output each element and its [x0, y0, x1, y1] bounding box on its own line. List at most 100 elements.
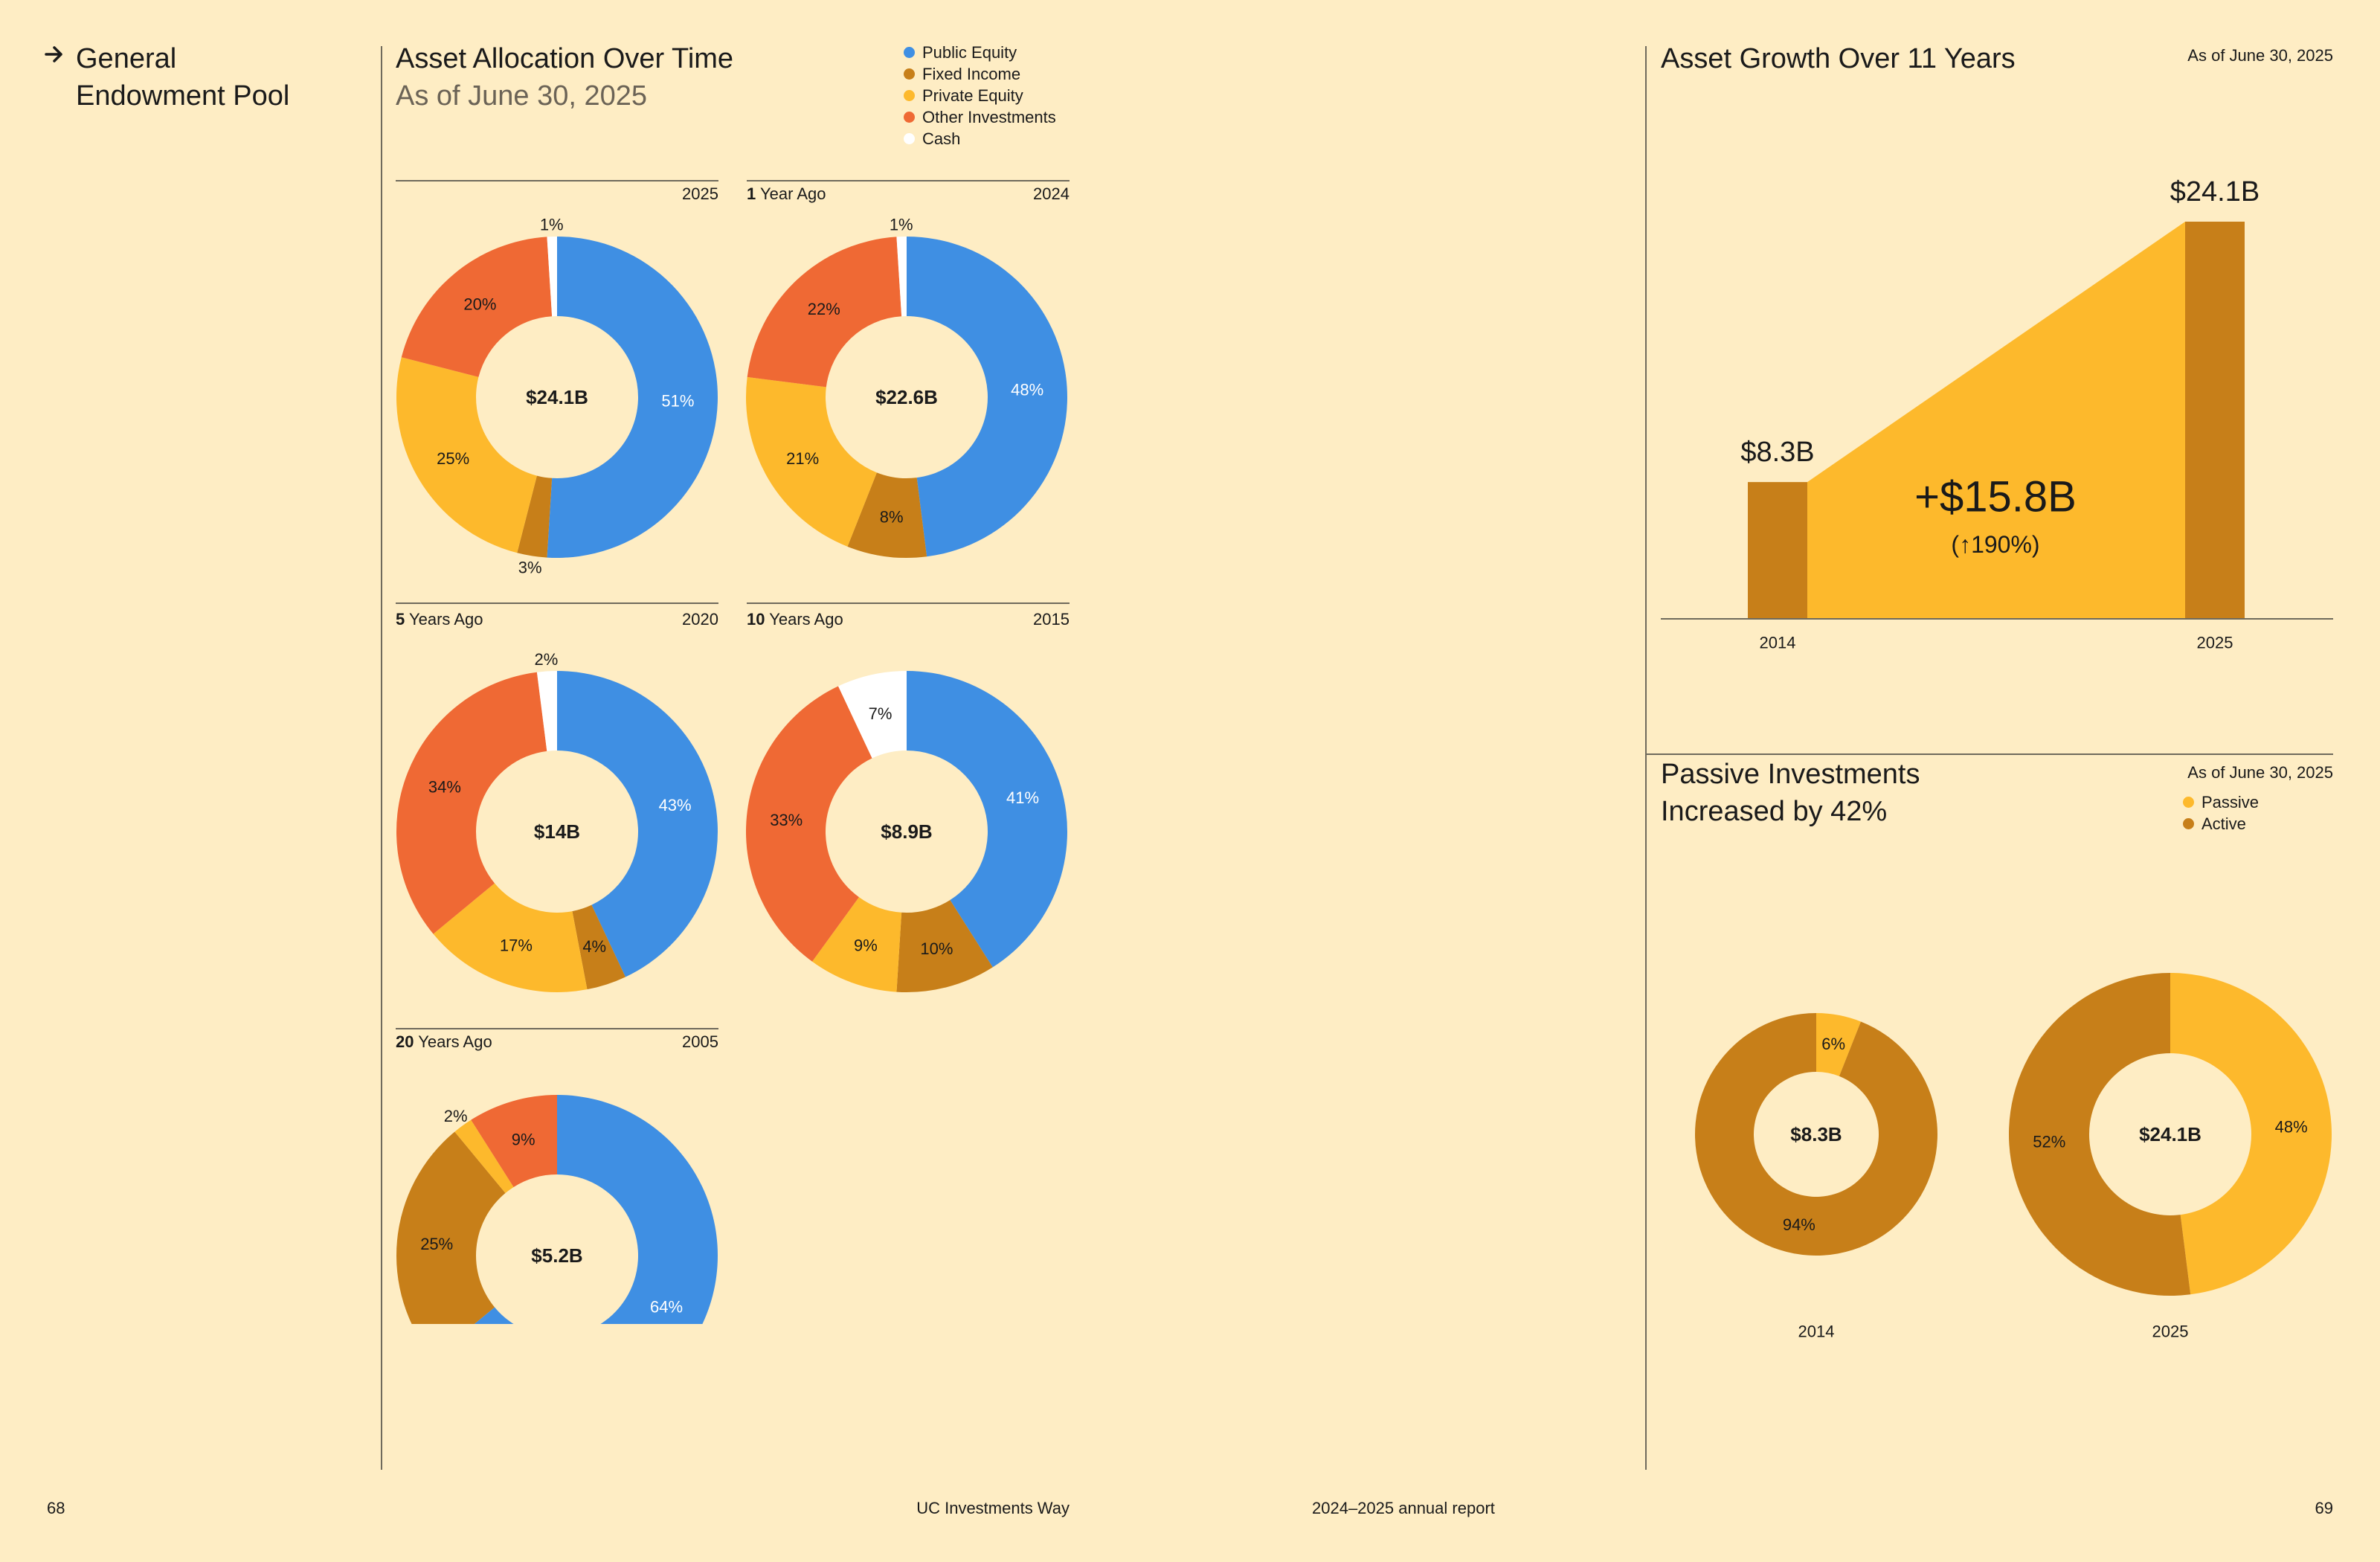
- slice-public-equity: [907, 671, 1067, 968]
- public-equity-swatch: [904, 47, 915, 58]
- legend-label: Private Equity: [922, 86, 1023, 105]
- panel-label-suffix: Years Ago: [418, 1032, 492, 1051]
- x-tick-label: 2014: [1760, 634, 1796, 652]
- panel-year: 2020: [682, 610, 718, 629]
- slice-label: 17%: [500, 936, 533, 954]
- other-investments-swatch: [904, 112, 915, 123]
- legend-item-other-investments: Other Investments: [904, 106, 1056, 128]
- slice-label: 41%: [1006, 788, 1039, 807]
- legend-item-public-equity: Public Equity: [904, 42, 1056, 63]
- legend-label: Other Investments: [922, 108, 1056, 126]
- passive-donut-2014: 6% 94% $8.3B: [1695, 1013, 1937, 1256]
- donut-2015: 41% 10% 9% 33% 7% $8.9B: [745, 671, 1067, 992]
- slice-label: 64%: [650, 1298, 683, 1317]
- donut-2024: 48% 8% 21% 22% 1% $22.6B: [746, 216, 1068, 558]
- slice-label: 3%: [518, 559, 542, 577]
- donut-2005: 64% 25% 2% 9% $5.2B: [396, 1095, 718, 1324]
- slice-private-equity: [454, 1119, 514, 1194]
- passive-title-line2: Increased by 42%: [1661, 796, 1888, 827]
- slice-label: 1%: [540, 216, 564, 234]
- page-title: Asset Allocation Over Time: [396, 43, 734, 74]
- slice-fixed-income: [572, 904, 625, 990]
- slice-label: 22%: [808, 300, 840, 318]
- slice-other-investments: [396, 672, 547, 934]
- slice-public-equity: [547, 237, 718, 558]
- growth-bar-2014: [1748, 482, 1807, 619]
- slice-passive: [2170, 973, 2332, 1295]
- panel-rule: [396, 602, 718, 604]
- slice-label: 8%: [880, 508, 904, 527]
- slice-label: 20%: [463, 295, 496, 313]
- growth-as-of: As of June 30, 2025: [2187, 46, 2333, 65]
- slice-public-equity: [474, 1095, 718, 1324]
- cash-swatch: [904, 133, 915, 144]
- legend-item-fixed-income: Fixed Income: [904, 63, 1056, 85]
- slice-public-equity: [907, 237, 1068, 557]
- panel-label: 1 Year Ago: [747, 184, 826, 204]
- slice-other-investments: [401, 237, 553, 377]
- slice-cash: [536, 671, 557, 751]
- slice-label: 2%: [535, 650, 559, 669]
- slice-label: 48%: [2275, 1117, 2308, 1136]
- slice-label: 25%: [437, 449, 469, 468]
- slice-cash: [547, 237, 557, 317]
- section-title-line1: General: [76, 43, 177, 74]
- panel-year: 2015: [1033, 610, 1070, 629]
- panel-label-prefix: 5: [396, 610, 405, 629]
- panel-rule: [747, 602, 1070, 604]
- section-title-line2: Endowment Pool: [76, 80, 290, 112]
- panel-label: 20 Years Ago: [396, 1032, 492, 1052]
- donut-center-value: $8.3B: [1790, 1123, 1842, 1145]
- allocation-legend: Public Equity Fixed Income Private Equit…: [904, 42, 1056, 150]
- left-page-number: 68: [47, 1499, 65, 1517]
- right-divider: [1645, 46, 1647, 1470]
- arrow-right-icon: [43, 43, 65, 69]
- slice-other-investments: [745, 686, 872, 962]
- panel-label-prefix: 10: [747, 610, 765, 629]
- passive-legend: Passive Active: [2183, 791, 2259, 835]
- panel-label-suffix: Year Ago: [759, 184, 826, 203]
- slice-fixed-income: [896, 900, 993, 992]
- panel-label-prefix: 1: [747, 184, 756, 203]
- passive-title-line1: Passive Investments: [1661, 759, 1920, 790]
- legend-item-passive: Passive: [2183, 791, 2259, 813]
- slice-label: 51%: [661, 392, 694, 411]
- panel-rule: [747, 180, 1070, 181]
- bar-value-label: $24.1B: [2170, 176, 2260, 208]
- panel-year: 2005: [682, 1032, 718, 1051]
- slice-fixed-income: [847, 472, 927, 558]
- passive-as-of: As of June 30, 2025: [2187, 763, 2333, 782]
- growth-change-value: +$15.8B: [1914, 473, 2077, 521]
- donut-center-value: $22.6B: [875, 386, 938, 408]
- donut-center-value: $5.2B: [531, 1244, 582, 1267]
- slice-fixed-income: [517, 475, 553, 558]
- donut-center-value: $8.9B: [881, 820, 932, 843]
- slice-label: 7%: [869, 704, 892, 723]
- legend-item-cash: Cash: [904, 128, 1056, 150]
- donut-year-label: 2014: [1798, 1322, 1835, 1341]
- x-tick-label: 2025: [2197, 634, 2233, 652]
- slice-label: 21%: [786, 449, 819, 468]
- slice-label: 94%: [1783, 1215, 1815, 1234]
- private-equity-swatch: [904, 90, 915, 101]
- slice-label: 2%: [444, 1107, 468, 1125]
- panel-label: 10 Years Ago: [747, 610, 843, 629]
- active-swatch: [2183, 818, 2194, 829]
- allocation-donut-charts: 51% 3% 25% 20% 1% $24.1B 48% 8% 21% 22% 1% $22.6B 43…: [396, 216, 1068, 1324]
- growth-area: [1807, 222, 2185, 619]
- donut-2020: 43% 4% 17% 34% 2% $14B: [396, 650, 718, 992]
- legend-label: Passive: [2202, 793, 2260, 811]
- bar-value-label: $8.3B: [1740, 437, 1814, 468]
- panel-year: 2024: [1033, 184, 1070, 203]
- donut-year-label: 2025: [2152, 1322, 2189, 1341]
- legend-label: Public Equity: [922, 43, 1017, 62]
- left-divider: [381, 46, 382, 1470]
- panel-rule: [396, 1028, 718, 1029]
- panel-year: 2025: [682, 184, 718, 203]
- legend-item-active: Active: [2183, 813, 2259, 835]
- passive-swatch: [2183, 797, 2194, 808]
- slice-label: 25%: [420, 1235, 453, 1253]
- passive-donut-charts: 6% 94% $8.3B 2014 48% 52% $24.1B 2025: [1695, 973, 2332, 1341]
- legend-item-private-equity: Private Equity: [904, 85, 1056, 106]
- slice-other-investments: [471, 1095, 557, 1187]
